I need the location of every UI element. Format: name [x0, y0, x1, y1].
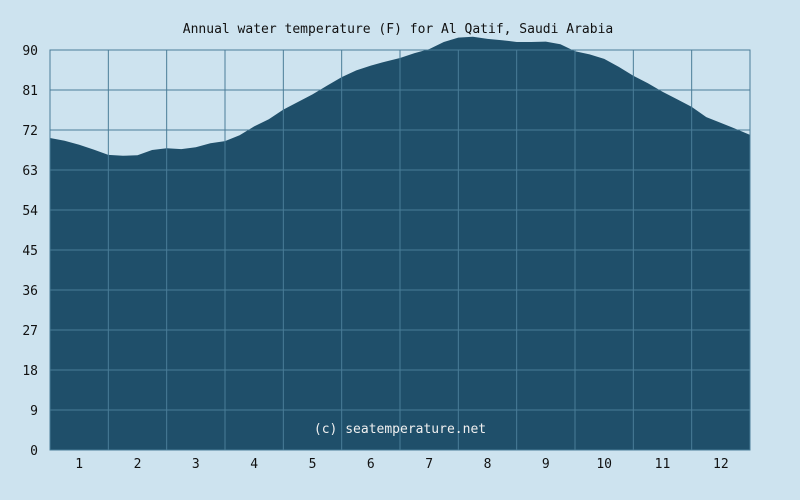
y-tick-label: 27 [22, 324, 38, 339]
y-tick-label: 0 [30, 444, 38, 459]
y-tick-label: 45 [22, 244, 38, 259]
x-tick-label: 6 [367, 457, 375, 472]
credit-label: (c) seatemperature.net [314, 422, 486, 437]
x-tick-label: 7 [425, 457, 433, 472]
x-tick-label: 4 [250, 457, 258, 472]
x-tick-label: 11 [655, 457, 671, 472]
x-tick-label: 2 [134, 457, 142, 472]
y-tick-label: 54 [22, 204, 38, 219]
x-tick-label: 9 [542, 457, 550, 472]
y-tick-label: 63 [22, 164, 38, 179]
x-tick-label: 8 [484, 457, 492, 472]
x-tick-label: 1 [75, 457, 83, 472]
x-tick-label: 5 [309, 457, 317, 472]
y-tick-label: 90 [22, 44, 38, 59]
chart-title: Annual water temperature (F) for Al Qati… [183, 22, 613, 37]
y-tick-label: 18 [22, 364, 38, 379]
y-tick-label: 36 [22, 284, 38, 299]
y-tick-label: 9 [30, 404, 38, 419]
y-tick-label: 72 [22, 124, 38, 139]
y-tick-label: 81 [22, 84, 38, 99]
plot-border [49, 49, 751, 451]
x-tick-label: 10 [596, 457, 612, 472]
x-tick-label: 12 [713, 457, 729, 472]
x-tick-label: 3 [192, 457, 200, 472]
